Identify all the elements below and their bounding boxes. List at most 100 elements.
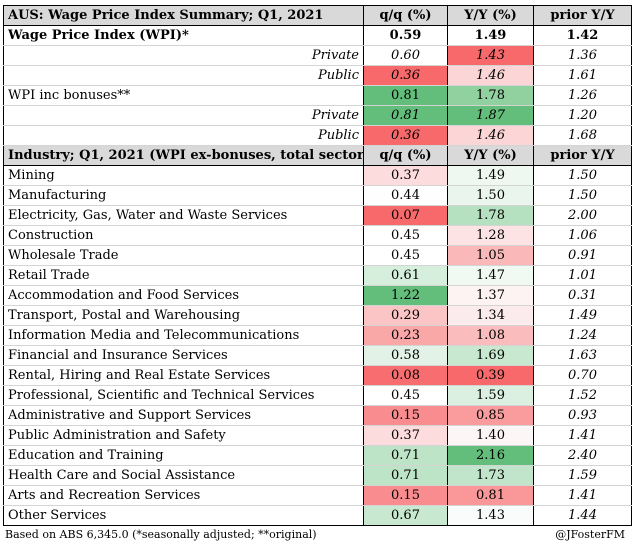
row-label: Construction (3, 225, 364, 246)
prior-yy-value: 1.59 (533, 465, 632, 486)
prior-yy-value: 0.93 (533, 405, 632, 426)
industry-row: Rental, Hiring and Real Estate Services 0… (3, 365, 632, 386)
qq-value: 0.07 (363, 205, 448, 226)
industry-row: Financial and Insurance Services 0.58 1.69… (3, 345, 632, 366)
footer: Based on ABS 6,345.0 (*seasonally adjust… (3, 526, 631, 543)
yy-value: 1.46 (447, 65, 534, 86)
row-label: Education and Training (3, 445, 364, 466)
qq-value: 0.81 (363, 105, 448, 126)
qq-value: 0.60 (363, 45, 448, 66)
row-label: Public (3, 65, 364, 86)
yy-value: 1.49 (447, 165, 534, 186)
yy-value: 1.69 (447, 345, 534, 366)
industry-row: Health Care and Social Assistance 0.71 1.7… (3, 465, 632, 486)
qq-value: 0.71 (363, 465, 448, 486)
industry-row: Mining 0.37 1.49 1.50 (3, 165, 632, 186)
yy-value: 1.50 (447, 185, 534, 206)
prior-yy-value: 1.63 (533, 345, 632, 366)
yy-value: 1.43 (447, 45, 534, 66)
summary-title: AUS: Wage Price Index Summary; Q1, 2021 (3, 5, 364, 26)
prior-yy-value: 1.20 (533, 105, 632, 126)
yy-value: 1.46 (447, 125, 534, 146)
qq-column-header: q/q (%) (363, 5, 448, 26)
industry-row: Professional, Scientific and Technical S… (3, 385, 632, 406)
qq-value: 0.37 (363, 425, 448, 446)
prior-yy-value: 2.40 (533, 445, 632, 466)
industry-row: Information Media and Telecommunications… (3, 325, 632, 346)
qq-value: 0.45 (363, 385, 448, 406)
row-label: Wholesale Trade (3, 245, 364, 266)
prior-yy-value: 1.01 (533, 265, 632, 286)
yy-value: 1.87 (447, 105, 534, 126)
industry-row: Public Administration and Safety 0.37 1.40… (3, 425, 632, 446)
prior-yy-value: 1.41 (533, 425, 632, 446)
industry-row: Accommodation and Food Services 1.22 1.37 0… (3, 285, 632, 306)
row-label: Other Services (3, 505, 364, 526)
qq-value: 0.59 (363, 25, 448, 46)
qq-value: 0.36 (363, 125, 448, 146)
qq-value: 0.29 (363, 305, 448, 326)
industry-row: Education and Training 0.71 2.16 2.40 (3, 445, 632, 466)
prior-yy-value: 1.44 (533, 505, 632, 526)
prior-yy-value: 0.31 (533, 285, 632, 306)
yy-value: 2.16 (447, 445, 534, 466)
yy-value: 0.39 (447, 365, 534, 386)
industry-title: Industry; Q1, 2021 (WPI ex-bonuses, tota… (3, 145, 364, 166)
prior-yy-value: 1.26 (533, 85, 632, 106)
row-label: Arts and Recreation Services (3, 485, 364, 506)
yy-value: 1.08 (447, 325, 534, 346)
prior-column-header: prior Y/Y (533, 145, 632, 166)
summary-row: Public 0.36 1.46 1.68 (3, 125, 632, 146)
qq-value: 0.45 (363, 225, 448, 246)
qq-value: 0.08 (363, 365, 448, 386)
prior-column-header: prior Y/Y (533, 5, 632, 26)
yy-value: 1.43 (447, 505, 534, 526)
qq-value: 0.45 (363, 245, 448, 266)
yy-value: 1.73 (447, 465, 534, 486)
summary-row: Private 0.81 1.87 1.20 (3, 105, 632, 126)
row-label: Retail Trade (3, 265, 364, 286)
row-label: Financial and Insurance Services (3, 345, 364, 366)
prior-yy-value: 2.00 (533, 205, 632, 226)
row-label: Private (3, 105, 364, 126)
yy-value: 1.78 (447, 85, 534, 106)
prior-yy-value: 1.50 (533, 165, 632, 186)
row-label: Electricity, Gas, Water and Waste Servic… (3, 205, 364, 226)
qq-value: 0.61 (363, 265, 448, 286)
prior-yy-value: 0.70 (533, 365, 632, 386)
summary-header-row: AUS: Wage Price Index Summary; Q1, 2021 … (3, 5, 632, 26)
qq-value: 0.15 (363, 485, 448, 506)
row-label: Wage Price Index (WPI)* (3, 25, 364, 46)
yy-value: 1.49 (447, 25, 534, 46)
yy-column-header: Y/Y (%) (447, 5, 534, 26)
prior-yy-value: 1.50 (533, 185, 632, 206)
prior-yy-value: 1.41 (533, 485, 632, 506)
industry-row: Transport, Postal and Warehousing 0.29 1.3… (3, 305, 632, 326)
row-label: Public (3, 125, 364, 146)
industry-row: Electricity, Gas, Water and Waste Servic… (3, 205, 632, 226)
yy-value: 0.85 (447, 405, 534, 426)
row-label: Manufacturing (3, 185, 364, 206)
prior-yy-value: 1.36 (533, 45, 632, 66)
qq-value: 0.58 (363, 345, 448, 366)
qq-value: 1.22 (363, 285, 448, 306)
industry-row: Arts and Recreation Services 0.15 0.81 1.41 (3, 485, 632, 506)
row-label: Information Media and Telecommunications (3, 325, 364, 346)
summary-row: Private 0.60 1.43 1.36 (3, 45, 632, 66)
source-note: Based on ABS 6,345.0 (*seasonally adjust… (5, 528, 317, 541)
row-label: Rental, Hiring and Real Estate Services (3, 365, 364, 386)
prior-yy-value: 1.49 (533, 305, 632, 326)
industry-row: Retail Trade 0.61 1.47 1.01 (3, 265, 632, 286)
yy-column-header: Y/Y (%) (447, 145, 534, 166)
row-label: Mining (3, 165, 364, 186)
wpi-summary-table: AUS: Wage Price Index Summary; Q1, 2021 … (3, 5, 632, 526)
industry-row: Administrative and Support Services 0.15 0… (3, 405, 632, 426)
prior-yy-value: 0.91 (533, 245, 632, 266)
yy-value: 1.37 (447, 285, 534, 306)
summary-row: Wage Price Index (WPI)* 0.59 1.49 1.42 (3, 25, 632, 46)
row-label: Administrative and Support Services (3, 405, 364, 426)
qq-value: 0.44 (363, 185, 448, 206)
prior-yy-value: 1.42 (533, 25, 632, 46)
industry-row: Construction 0.45 1.28 1.06 (3, 225, 632, 246)
prior-yy-value: 1.61 (533, 65, 632, 86)
